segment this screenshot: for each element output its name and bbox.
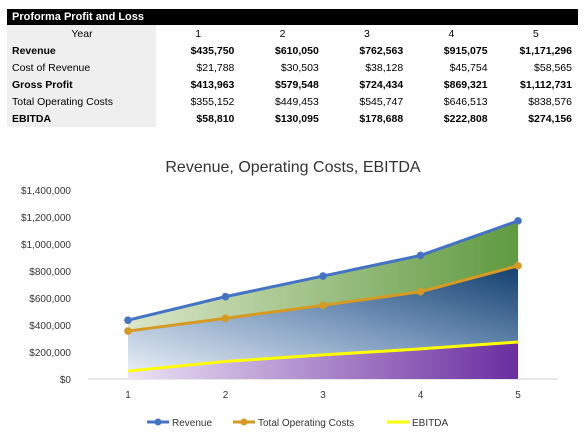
table-cell: $435,750: [190, 44, 235, 57]
x-tick-label: 1: [125, 390, 131, 401]
table-cell: $762,563: [359, 44, 404, 57]
legend-label: Revenue: [172, 418, 212, 429]
pl-table-section: Proforma Profit and Loss Year 1 2 3 4 5 …: [7, 9, 578, 127]
row-label: Gross Profit: [7, 76, 156, 93]
row-label: Total Operating Costs: [7, 93, 156, 110]
table-cell: $545,747: [359, 95, 404, 108]
table-cell: $838,576: [528, 95, 572, 108]
header-cell: 5: [493, 25, 578, 42]
x-tick-label: 5: [515, 390, 521, 401]
row-label: EBITDA: [7, 110, 156, 127]
table-row-total-operating-costs: Total Operating Costs $355,152 $449,453 …: [7, 93, 578, 110]
area-ebitda: [128, 341, 518, 379]
legend-item: Total Operating Costs: [233, 418, 354, 429]
series-areas: [128, 220, 518, 379]
table-row-gross-profit: Gross Profit $413,963 $579,548 $724,434 …: [7, 76, 578, 93]
header-cell: 4: [409, 25, 494, 42]
legend-marker: [154, 418, 162, 426]
chart-title: Revenue, Operating Costs, EBITDA: [165, 159, 421, 176]
table-cell: $724,434: [359, 78, 404, 91]
area-chart: Revenue, Operating Costs, EBITDA $0 $200,…: [21, 159, 558, 429]
y-tick-label: $1,200,000: [21, 213, 71, 224]
x-tick-label: 4: [418, 390, 424, 401]
table-cell: $646,513: [443, 95, 488, 108]
y-tick-label: $1,000,000: [21, 240, 71, 251]
data-point: [514, 261, 522, 270]
y-axis: $0 $200,000 $400,000 $600,000 $800,000 $1,000…: [21, 186, 71, 386]
table-cell: $58,565: [534, 61, 572, 74]
series-lines: [124, 217, 522, 373]
y-tick-label: $0: [60, 375, 72, 386]
y-tick-label: $400,000: [29, 321, 71, 332]
legend: Revenue Total Operating Costs EBITDA: [147, 418, 448, 429]
x-tick-label: 3: [320, 390, 326, 401]
legend-item: EBITDA: [387, 418, 448, 429]
header-cell: 1: [156, 25, 241, 42]
table-cell: $915,075: [443, 44, 488, 57]
data-point: [514, 217, 522, 225]
table-cell: $274,156: [528, 112, 572, 125]
table-cell: $413,963: [190, 78, 235, 91]
table-cell: $58,810: [196, 112, 235, 125]
x-tick-label: 2: [223, 390, 229, 401]
legend-label: Total Operating Costs: [258, 418, 354, 429]
table-cell: $30,503: [280, 61, 319, 74]
table-cell: $178,688: [359, 112, 404, 125]
table-cell: $1,171,296: [519, 44, 572, 57]
table-cell: $1,112,731: [520, 78, 572, 91]
data-point: [124, 327, 132, 335]
table-row-revenue: Revenue $435,750 $610,050 $762,563 $915,…: [7, 42, 578, 59]
data-point: [221, 292, 230, 301]
table-row-cost-of-revenue: Cost of Revenue $21,788 $30,503 $38,128 …: [7, 59, 578, 76]
pl-table: Year 1 2 3 4 5 Revenue $435,750 $610,050…: [7, 25, 578, 127]
y-tick-label: $800,000: [29, 267, 71, 278]
table-cell: $45,754: [449, 61, 488, 74]
header-cell: 2: [240, 25, 325, 42]
table-cell: $869,321: [443, 78, 488, 91]
data-point: [416, 287, 425, 296]
y-tick-label: $600,000: [29, 294, 71, 305]
table-cell: $449,453: [274, 95, 319, 108]
data-point: [416, 251, 425, 260]
legend-label: EBITDA: [412, 418, 448, 429]
y-tick-label: $1,400,000: [21, 186, 71, 197]
table-header-row: Year 1 2 3 4 5: [7, 25, 578, 42]
y-tick-label: $200,000: [29, 348, 71, 359]
table-cell: $38,128: [365, 61, 404, 74]
legend-marker: [240, 418, 248, 426]
line-ebitda: [127, 340, 519, 373]
legend-item: Revenue: [147, 418, 212, 429]
header-cell: Year: [7, 25, 156, 42]
table-cell: $130,095: [274, 112, 319, 125]
data-point: [124, 316, 132, 324]
table-cell: $579,548: [274, 78, 319, 91]
table-cell: $222,808: [443, 112, 488, 125]
x-axis: 1 2 3 4 5: [88, 378, 558, 401]
header-cell: 3: [324, 25, 410, 42]
table-cell: $21,788: [196, 61, 235, 74]
row-label: Revenue: [7, 42, 156, 59]
row-label: Cost of Revenue: [7, 59, 156, 76]
table-title: Proforma Profit and Loss: [7, 9, 578, 25]
data-point: [319, 272, 327, 280]
table-row-ebitda: EBITDA $58,810 $130,095 $178,688 $222,80…: [7, 110, 578, 127]
table-cell: $355,152: [190, 95, 235, 108]
data-point: [319, 301, 327, 310]
table-cell: $610,050: [274, 44, 319, 57]
data-point: [221, 314, 230, 323]
